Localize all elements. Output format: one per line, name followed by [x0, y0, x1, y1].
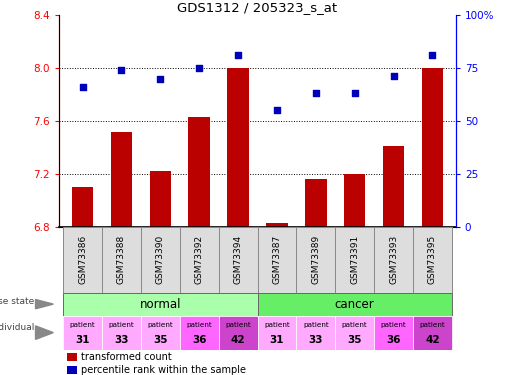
Text: 36: 36: [386, 335, 401, 345]
Text: 33: 33: [114, 335, 129, 345]
Bar: [305, 179, 327, 227]
Bar: [219, 227, 258, 292]
Bar: [141, 227, 180, 292]
Text: GSM73390: GSM73390: [156, 235, 165, 284]
Bar: [180, 227, 219, 292]
Bar: [266, 223, 288, 227]
Text: GSM73392: GSM73392: [195, 235, 204, 284]
Bar: [227, 68, 249, 227]
Text: GSM73393: GSM73393: [389, 235, 398, 284]
Bar: [413, 227, 452, 292]
Point: [234, 52, 242, 58]
Bar: [102, 227, 141, 292]
Bar: [383, 146, 404, 227]
Point: [78, 84, 87, 90]
Bar: [296, 316, 335, 350]
Bar: [188, 117, 210, 227]
Point: [195, 65, 203, 71]
Text: normal: normal: [140, 298, 181, 310]
Point: [273, 107, 281, 113]
Bar: [335, 316, 374, 350]
Text: GSM73391: GSM73391: [350, 235, 359, 284]
Bar: [413, 316, 452, 350]
Text: patient: patient: [342, 322, 368, 328]
Text: 35: 35: [348, 335, 362, 345]
Text: GSM73394: GSM73394: [234, 235, 243, 284]
Bar: [374, 227, 413, 292]
Text: 35: 35: [153, 335, 167, 345]
Text: 31: 31: [75, 335, 90, 345]
Point: [156, 76, 164, 82]
Text: GSM73386: GSM73386: [78, 235, 87, 284]
Point: [389, 74, 398, 80]
Text: cancer: cancer: [335, 298, 374, 310]
Text: GSM73387: GSM73387: [272, 235, 281, 284]
Polygon shape: [36, 326, 54, 339]
Bar: [63, 316, 102, 350]
Text: percentile rank within the sample: percentile rank within the sample: [81, 364, 246, 375]
Bar: [141, 316, 180, 350]
Bar: [335, 227, 374, 292]
Text: 33: 33: [308, 335, 323, 345]
Text: patient: patient: [303, 322, 329, 328]
Text: 42: 42: [231, 335, 245, 345]
Bar: [374, 316, 413, 350]
Text: 42: 42: [425, 335, 440, 345]
Bar: [111, 132, 132, 227]
Text: patient: patient: [70, 322, 95, 328]
Point: [351, 90, 359, 96]
Bar: [258, 292, 452, 316]
Title: GDS1312 / 205323_s_at: GDS1312 / 205323_s_at: [178, 1, 337, 14]
Text: patient: patient: [186, 322, 212, 328]
Bar: [63, 292, 258, 316]
Text: patient: patient: [109, 322, 134, 328]
Text: 31: 31: [270, 335, 284, 345]
Bar: [150, 171, 171, 227]
Bar: [67, 366, 77, 374]
Bar: [219, 316, 258, 350]
Bar: [72, 187, 93, 227]
Text: patient: patient: [381, 322, 406, 328]
Text: patient: patient: [264, 322, 290, 328]
Bar: [296, 227, 335, 292]
Bar: [180, 316, 219, 350]
Text: GSM73395: GSM73395: [428, 235, 437, 284]
Point: [312, 90, 320, 96]
Text: transformed count: transformed count: [81, 352, 172, 362]
Bar: [422, 68, 443, 227]
Bar: [258, 316, 296, 350]
Bar: [258, 227, 296, 292]
Bar: [63, 227, 102, 292]
Text: 36: 36: [192, 335, 207, 345]
Text: GSM73389: GSM73389: [311, 235, 320, 284]
Text: patient: patient: [147, 322, 173, 328]
Text: patient: patient: [420, 322, 445, 328]
Bar: [102, 316, 141, 350]
Text: disease state: disease state: [0, 297, 35, 306]
Point: [117, 67, 126, 73]
Bar: [67, 353, 77, 361]
Polygon shape: [36, 300, 54, 309]
Point: [428, 52, 437, 58]
Bar: [344, 174, 365, 227]
Text: individual: individual: [0, 323, 35, 332]
Text: GSM73388: GSM73388: [117, 235, 126, 284]
Text: patient: patient: [225, 322, 251, 328]
